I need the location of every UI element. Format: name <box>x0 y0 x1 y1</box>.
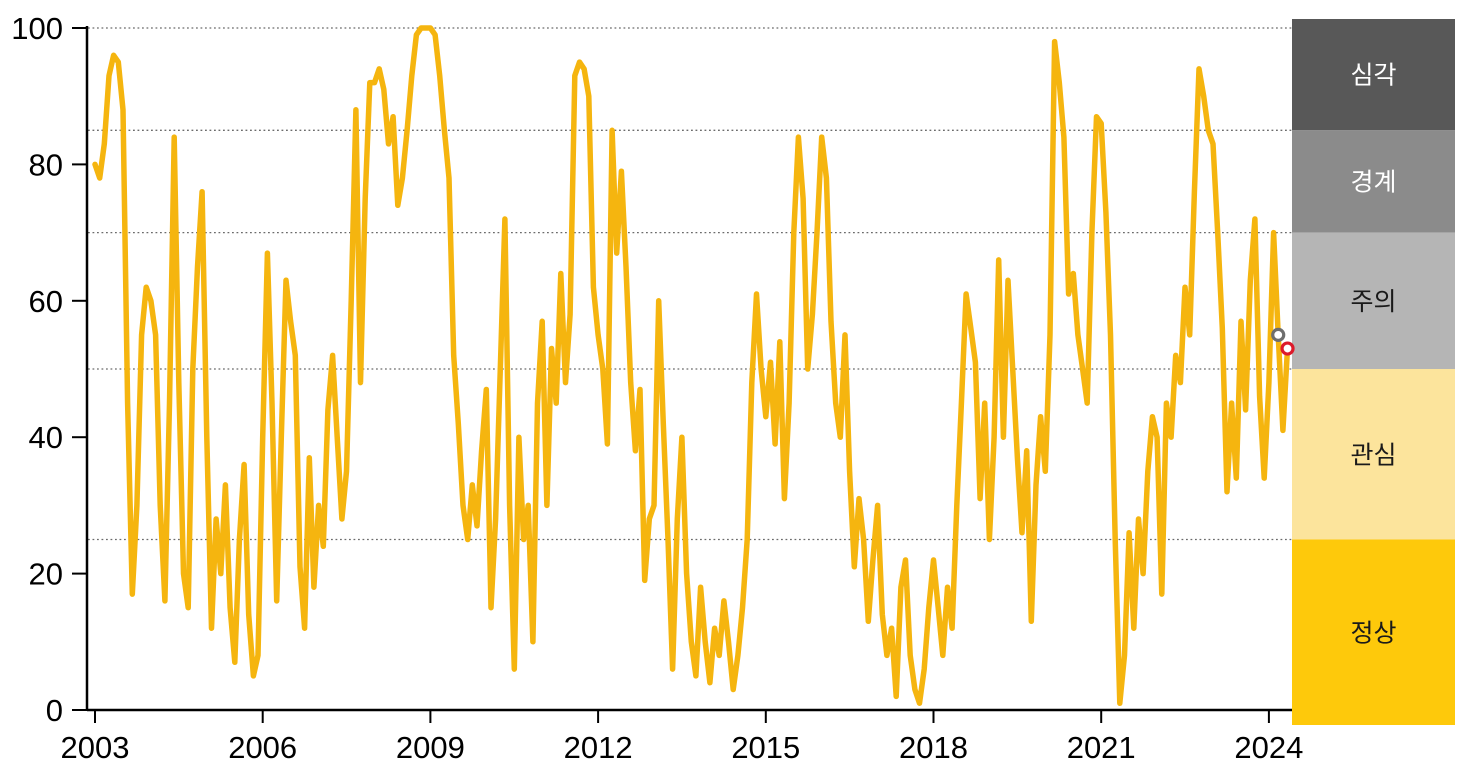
x-axis-label-2012: 2012 <box>564 730 633 765</box>
y-axis-label-20: 20 <box>29 557 63 592</box>
x-axis-label-2006: 2006 <box>228 730 297 765</box>
risk-band-label-2: 경계 <box>1350 168 1396 196</box>
risk-band-5 <box>1292 539 1455 725</box>
x-axis-tick-labels: 2003 2006 2009 2012 2015 2018 2021 2024 <box>61 730 1304 765</box>
risk-band-4 <box>1292 369 1455 540</box>
risk-band-label-4: 관심 <box>1350 441 1396 469</box>
index-line <box>92 25 1291 706</box>
index-line-series <box>92 25 1291 706</box>
x-axis-label-2009: 2009 <box>396 730 465 765</box>
end-point-markers <box>1271 327 1295 356</box>
y-axis-label-0: 0 <box>46 693 63 728</box>
risk-band-3 <box>1292 232 1455 369</box>
x-axis-label-2003: 2003 <box>61 730 130 765</box>
x-axis-label-2024: 2024 <box>1234 730 1303 765</box>
y-axis-label-100: 100 <box>11 11 63 46</box>
risk-band-2 <box>1292 130 1455 233</box>
x-axis-label-2021: 2021 <box>1067 730 1136 765</box>
y-axis-label-80: 80 <box>29 147 63 182</box>
latest-point-marker <box>1280 341 1295 356</box>
previous-point-marker <box>1271 327 1286 342</box>
x-axis-label-2018: 2018 <box>899 730 968 765</box>
risk-band-1 <box>1292 19 1455 131</box>
y-axis-label-40: 40 <box>29 420 63 455</box>
x-axis-label-2015: 2015 <box>731 730 800 765</box>
risk-band-label-3: 주의 <box>1350 288 1396 316</box>
risk-band-label-5: 정상 <box>1350 619 1396 647</box>
y-axis-label-60: 60 <box>29 284 63 319</box>
risk-band-label-1: 심각 <box>1350 62 1396 90</box>
axes <box>72 26 1292 723</box>
y-axis-tick-labels: 0 20 40 60 80 100 <box>11 11 63 728</box>
